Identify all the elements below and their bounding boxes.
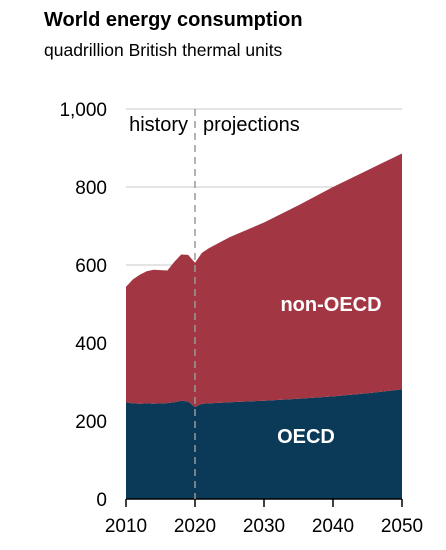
y-tick-label: 0 — [96, 490, 107, 511]
x-tick-label: 2050 — [381, 516, 423, 537]
y-tick-label: 400 — [75, 334, 107, 355]
y-tick-label: 1,000 — [59, 100, 107, 121]
x-tick-label: 2040 — [312, 516, 354, 537]
y-tick-label: 600 — [75, 256, 107, 277]
y-axis-ticks: 0 200 400 600 800 1,000 — [59, 100, 107, 511]
area-series — [126, 153, 402, 499]
projections-label: projections — [203, 114, 300, 136]
y-tick-label: 200 — [75, 412, 107, 433]
x-tick-label: 2030 — [243, 516, 285, 537]
series-label-non-oecd: non-OECD — [280, 294, 381, 316]
area-oecd — [126, 389, 402, 499]
chart-title: World energy consumption — [44, 9, 303, 31]
history-label: history — [129, 114, 188, 136]
x-tick-label: 2020 — [174, 516, 216, 537]
chart-subtitle: quadrillion British thermal units — [44, 40, 283, 60]
x-tick-label: 2010 — [105, 516, 147, 537]
y-tick-label: 800 — [75, 178, 107, 199]
x-axis-ticks: 2010 2020 2030 2040 2050 — [105, 499, 423, 537]
area-non-oecd — [126, 153, 402, 407]
series-label-oecd: OECD — [277, 426, 335, 448]
